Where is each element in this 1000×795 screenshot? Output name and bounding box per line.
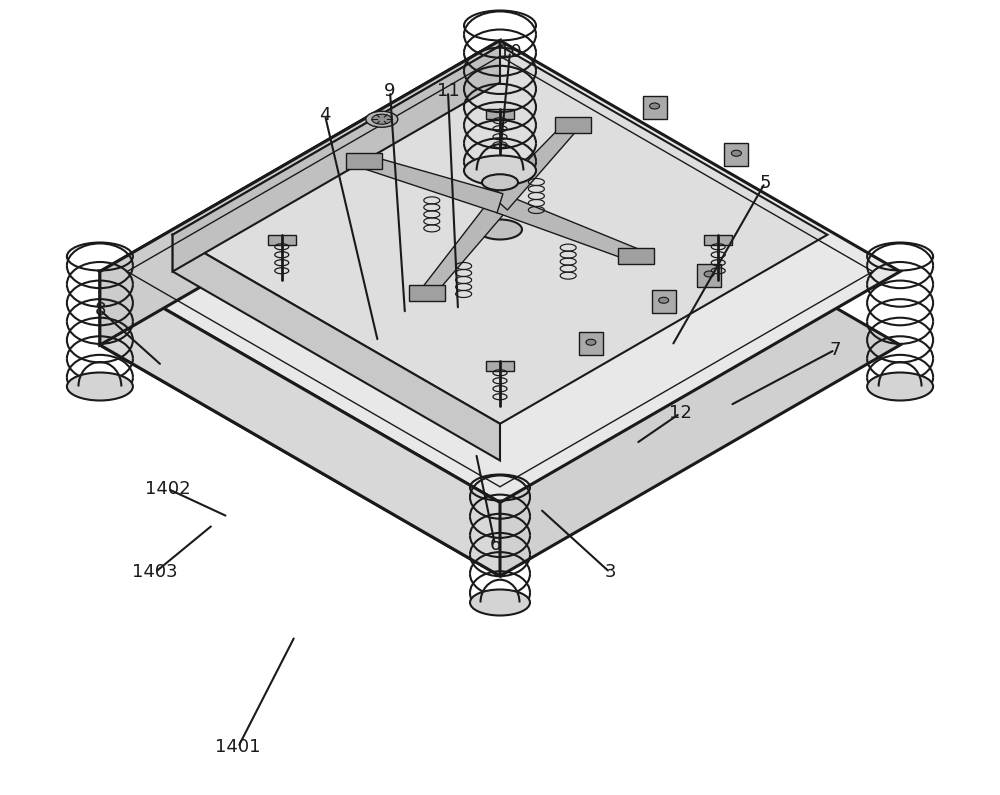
- Text: 10: 10: [499, 43, 521, 60]
- Polygon shape: [704, 235, 732, 245]
- Polygon shape: [652, 290, 676, 313]
- Ellipse shape: [470, 590, 530, 615]
- Polygon shape: [100, 272, 500, 576]
- Polygon shape: [173, 46, 827, 424]
- Text: 11: 11: [437, 83, 459, 100]
- Polygon shape: [486, 109, 514, 118]
- Text: 4: 4: [319, 107, 331, 124]
- Ellipse shape: [478, 219, 522, 239]
- Polygon shape: [493, 120, 578, 210]
- Text: 7: 7: [829, 341, 841, 359]
- Polygon shape: [643, 96, 667, 119]
- Ellipse shape: [464, 156, 536, 185]
- Polygon shape: [346, 153, 382, 169]
- Polygon shape: [486, 361, 514, 370]
- Ellipse shape: [366, 111, 398, 127]
- Text: 5: 5: [759, 174, 771, 192]
- Text: 6: 6: [489, 536, 501, 553]
- Polygon shape: [724, 143, 748, 166]
- Ellipse shape: [867, 373, 933, 401]
- Polygon shape: [100, 114, 900, 576]
- Polygon shape: [409, 285, 445, 301]
- Ellipse shape: [372, 114, 392, 124]
- Polygon shape: [697, 264, 721, 287]
- Text: 12: 12: [669, 405, 691, 422]
- Ellipse shape: [482, 174, 518, 190]
- Polygon shape: [100, 41, 500, 345]
- Text: 1401: 1401: [215, 739, 261, 756]
- Polygon shape: [362, 154, 503, 213]
- Text: 1402: 1402: [145, 480, 191, 498]
- Text: 9: 9: [384, 83, 396, 100]
- Text: 3: 3: [604, 564, 616, 581]
- Text: 8: 8: [94, 301, 106, 319]
- Polygon shape: [618, 248, 654, 264]
- Ellipse shape: [731, 150, 741, 157]
- Polygon shape: [496, 194, 639, 262]
- Polygon shape: [268, 235, 296, 245]
- Polygon shape: [173, 46, 500, 272]
- Polygon shape: [422, 197, 508, 297]
- Ellipse shape: [650, 103, 660, 109]
- Polygon shape: [100, 41, 900, 502]
- Polygon shape: [555, 117, 591, 133]
- Ellipse shape: [659, 297, 669, 303]
- Text: 1403: 1403: [132, 564, 178, 581]
- Ellipse shape: [704, 271, 714, 277]
- Ellipse shape: [586, 339, 596, 345]
- Polygon shape: [173, 235, 500, 460]
- Polygon shape: [579, 332, 603, 355]
- Ellipse shape: [67, 373, 133, 401]
